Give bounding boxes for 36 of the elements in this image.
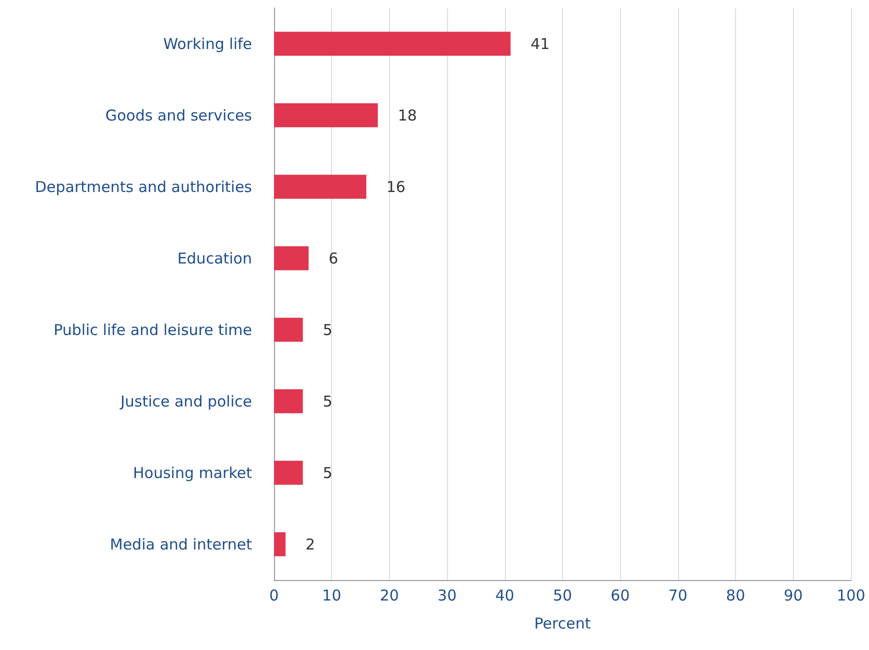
data-label: 5 bbox=[322, 320, 332, 339]
bar bbox=[274, 532, 286, 556]
bar bbox=[274, 246, 309, 270]
y-tick-label: Public life and leisure time bbox=[54, 320, 252, 339]
x-tick-label: 60 bbox=[610, 586, 630, 604]
data-label: 5 bbox=[322, 464, 332, 482]
bar bbox=[274, 174, 366, 199]
y-tick-label: Media and internet bbox=[110, 535, 252, 554]
bar bbox=[274, 389, 303, 414]
x-tick-label: 70 bbox=[668, 586, 688, 604]
x-axis-title: Percent bbox=[534, 614, 591, 632]
x-tick-label: 10 bbox=[322, 586, 342, 604]
bar bbox=[274, 32, 511, 56]
data-label: 6 bbox=[328, 249, 338, 268]
x-tick-label: 50 bbox=[552, 586, 572, 604]
x-tick-label: 20 bbox=[380, 586, 399, 604]
x-tick-label: 30 bbox=[438, 586, 457, 604]
x-tick-label: 90 bbox=[784, 586, 803, 604]
y-tick-label: Housing market bbox=[133, 464, 252, 482]
bar bbox=[274, 103, 378, 128]
data-label: 16 bbox=[386, 178, 406, 196]
x-tick-label: 0 bbox=[269, 586, 279, 604]
y-tick-label: Justice and police bbox=[119, 392, 252, 410]
bar bbox=[274, 318, 303, 342]
data-label: 18 bbox=[398, 106, 417, 124]
x-tick-label: 100 bbox=[836, 586, 866, 604]
data-label: 2 bbox=[306, 535, 316, 554]
x-tick-label: 40 bbox=[495, 586, 514, 604]
y-tick-label: Goods and services bbox=[105, 106, 252, 124]
x-tick-label: 80 bbox=[726, 586, 746, 604]
y-tick-label: Education bbox=[177, 249, 252, 268]
y-tick-label: Departments and authorities bbox=[34, 178, 252, 196]
y-tick-label: Working life bbox=[163, 34, 252, 53]
data-label: 5 bbox=[322, 392, 332, 410]
data-label: 41 bbox=[530, 34, 550, 53]
bar bbox=[274, 460, 303, 485]
